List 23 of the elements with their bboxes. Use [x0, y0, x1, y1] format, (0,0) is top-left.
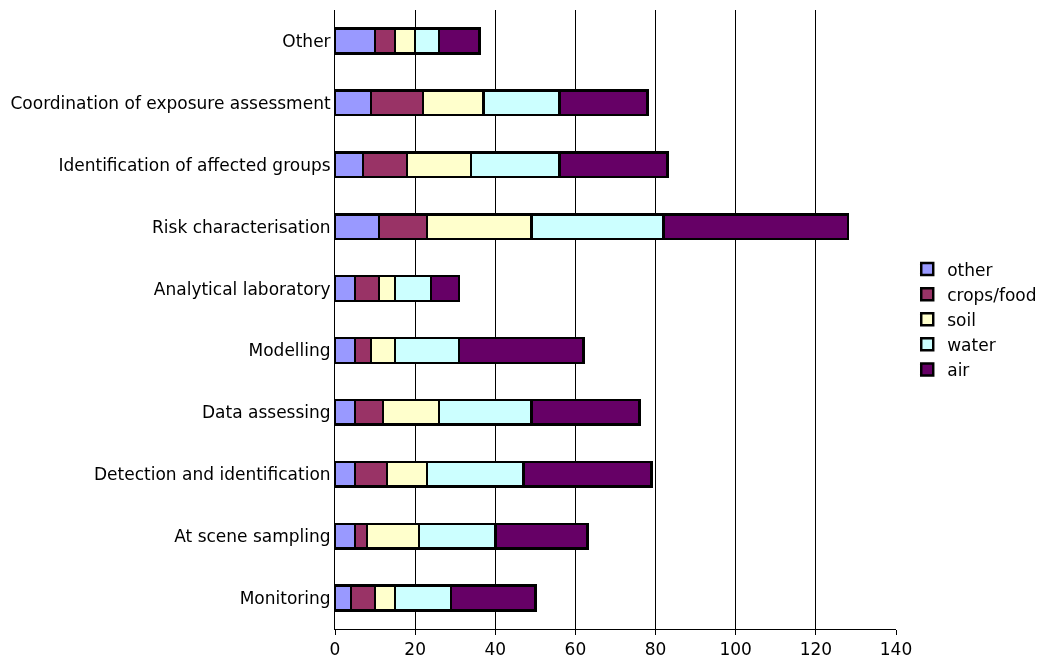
y-tick-label: At scene sampling: [174, 526, 331, 547]
x-tick-label: 60: [564, 639, 587, 660]
x-tick-label: 20: [404, 639, 426, 660]
y-tick-label: Identification of affected groups: [58, 154, 331, 175]
y-tick-label: Analytical laboratory: [153, 278, 331, 299]
legend-label: other: [947, 259, 993, 280]
x-tick-label: 0: [329, 639, 341, 660]
y-tick-label: Monitoring: [239, 588, 331, 608]
y-tick-label: Data assessing: [202, 402, 331, 423]
x-tick-label: 40: [484, 639, 507, 660]
y-tick-label: Modelling: [248, 340, 331, 361]
y-tick-label: Risk characterisation: [151, 216, 331, 237]
legend-label: water: [947, 334, 996, 355]
x-tick-label: 120: [799, 639, 833, 660]
y-tick-label: Coordination of exposure assessment: [10, 92, 331, 113]
y-tick-label: Detection and identification: [94, 464, 331, 485]
legend-label: crops/food: [947, 284, 1037, 305]
x-tick-label: 140: [879, 639, 913, 660]
x-tick-label: 80: [644, 639, 667, 660]
y-tick-label: Other: [282, 30, 331, 51]
x-tick-label: 100: [719, 639, 752, 660]
legend-label: soil: [947, 309, 976, 330]
legend-label: air: [947, 360, 970, 381]
